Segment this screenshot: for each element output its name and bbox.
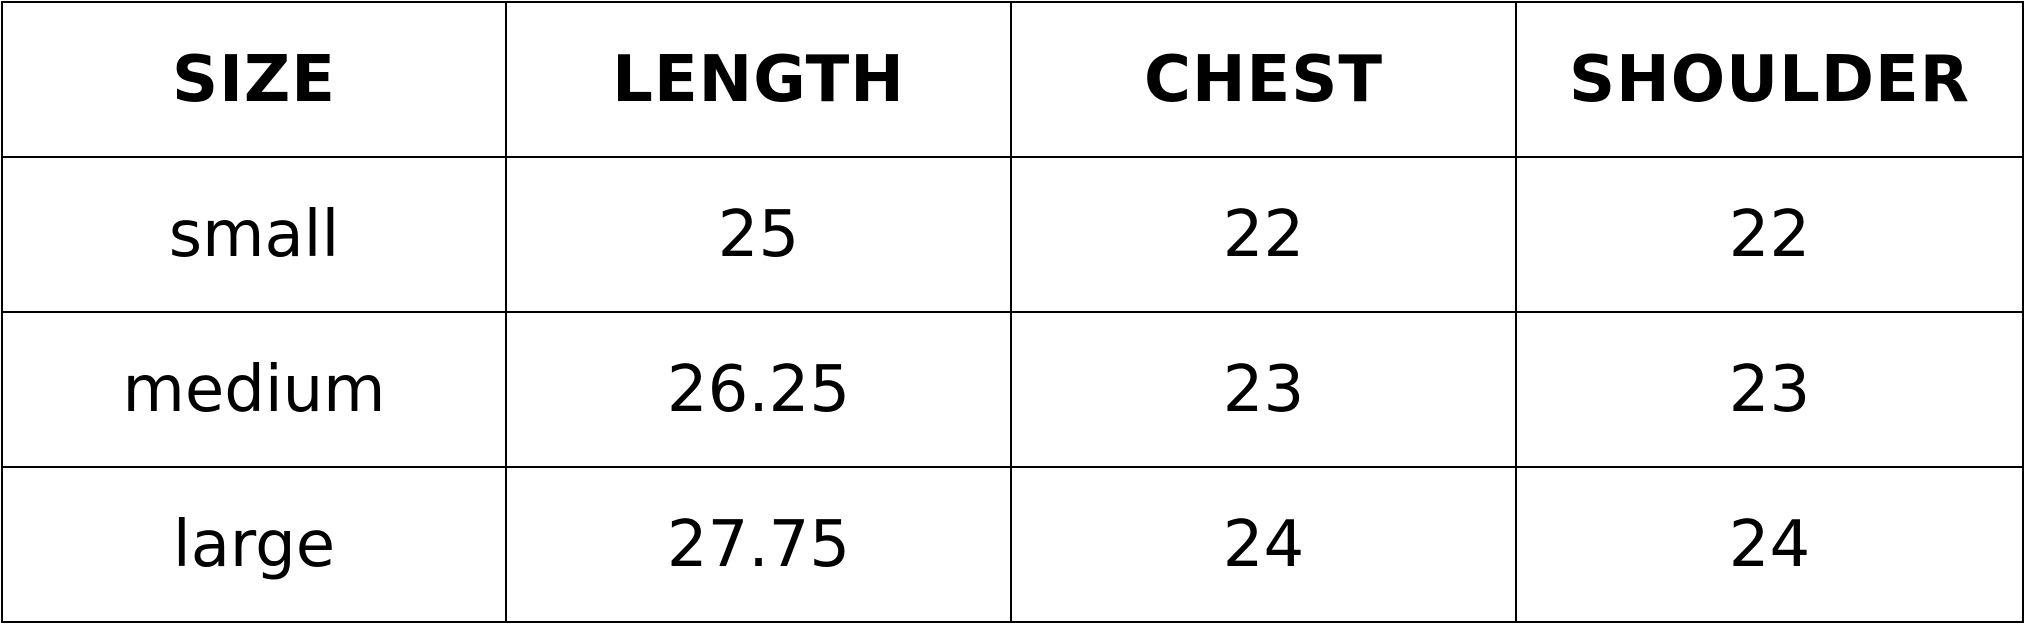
table-row: medium 26.25 23 23 xyxy=(1,311,2024,468)
chest-cell: 24 xyxy=(1010,466,1517,623)
size-cell: medium xyxy=(1,311,507,468)
header-shoulder: SHOULDER xyxy=(1515,1,2024,158)
table-header-row: SIZE LENGTH CHEST SHOULDER xyxy=(1,1,2024,158)
size-cell: large xyxy=(1,466,507,623)
chest-cell: 23 xyxy=(1010,311,1517,468)
header-length: LENGTH xyxy=(505,1,1012,158)
length-cell: 27.75 xyxy=(505,466,1012,623)
table-row: large 27.75 24 24 xyxy=(1,466,2024,623)
chest-cell: 22 xyxy=(1010,156,1517,313)
shoulder-cell: 24 xyxy=(1515,466,2024,623)
header-chest: CHEST xyxy=(1010,1,1517,158)
size-cell: small xyxy=(1,156,507,313)
header-size: SIZE xyxy=(1,1,507,158)
length-cell: 25 xyxy=(505,156,1012,313)
shoulder-cell: 22 xyxy=(1515,156,2024,313)
length-cell: 26.25 xyxy=(505,311,1012,468)
table-row: small 25 22 22 xyxy=(1,156,2024,313)
shoulder-cell: 23 xyxy=(1515,311,2024,468)
